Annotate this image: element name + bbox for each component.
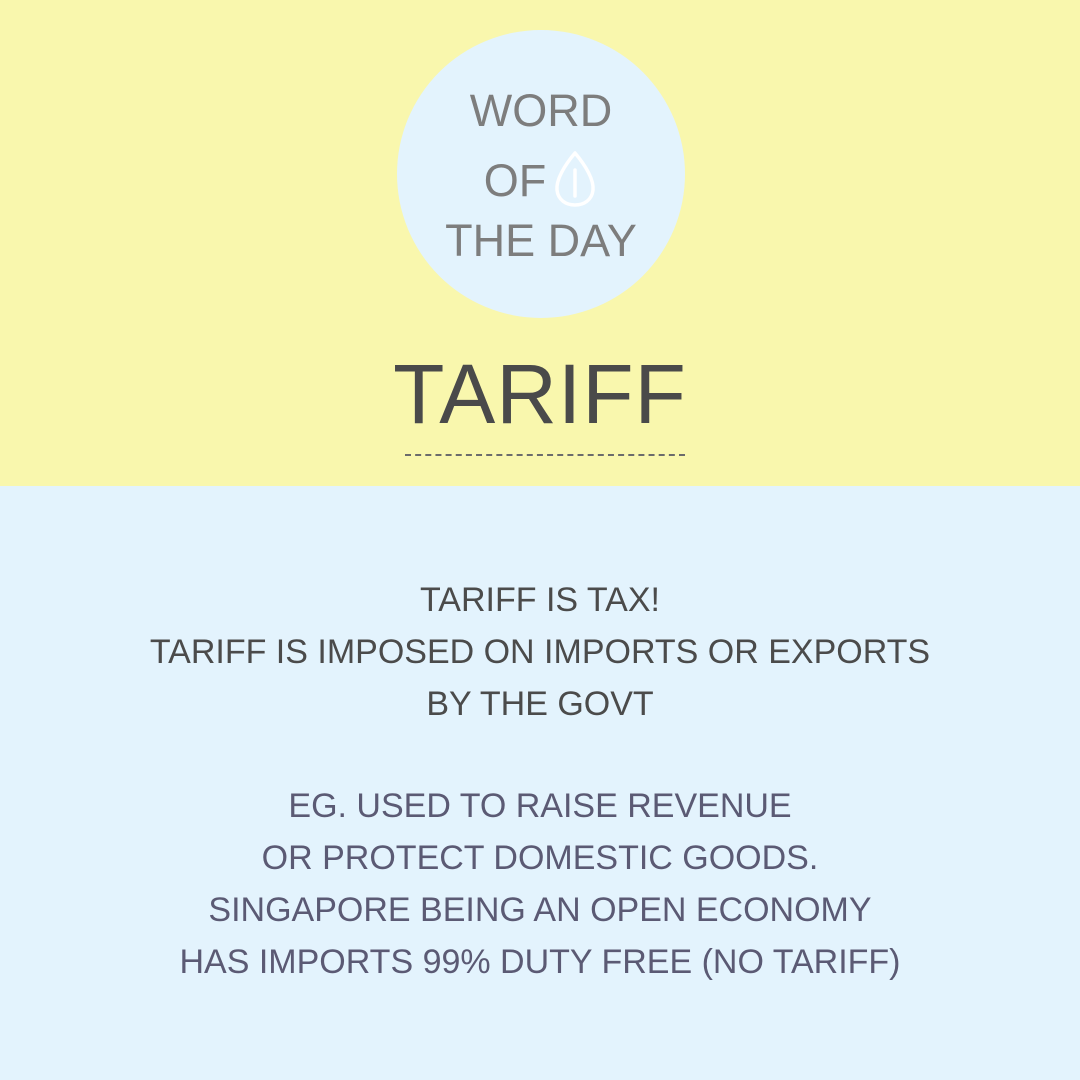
- definition-line: BY THE GOVT: [426, 685, 654, 723]
- example-line: EG. USED TO RAISE REVENUE: [288, 787, 792, 825]
- badge-line-of-text: OF: [483, 155, 547, 206]
- badge-line-of: OF: [397, 150, 685, 208]
- example-line: HAS IMPORTS 99% DUTY FREE (NO TARIFF): [179, 943, 901, 981]
- example-text: EG. USED TO RAISE REVENUE OR PROTECT DOM…: [0, 780, 1080, 988]
- badge-line-the-day: THE DAY: [445, 215, 637, 266]
- definition-text: TARIFF IS TAX! TARIFF IS IMPOSED ON IMPO…: [0, 574, 1080, 730]
- definition-line: TARIFF IS TAX!: [420, 581, 660, 619]
- badge-line-word: WORD: [469, 85, 613, 136]
- dashed-divider: [405, 454, 685, 456]
- example-line: SINGAPORE BEING AN OPEN ECONOMY: [208, 891, 872, 929]
- example-line: OR PROTECT DOMESTIC GOODS.: [261, 839, 819, 877]
- seed-icon: [552, 150, 598, 208]
- bottom-panel: [0, 486, 1080, 1080]
- headword-title: TARIFF: [393, 347, 687, 441]
- word-of-the-day-badge: WORD OF THE DAY: [397, 30, 685, 318]
- definition-line: TARIFF IS IMPOSED ON IMPORTS OR EXPORTS: [149, 633, 931, 671]
